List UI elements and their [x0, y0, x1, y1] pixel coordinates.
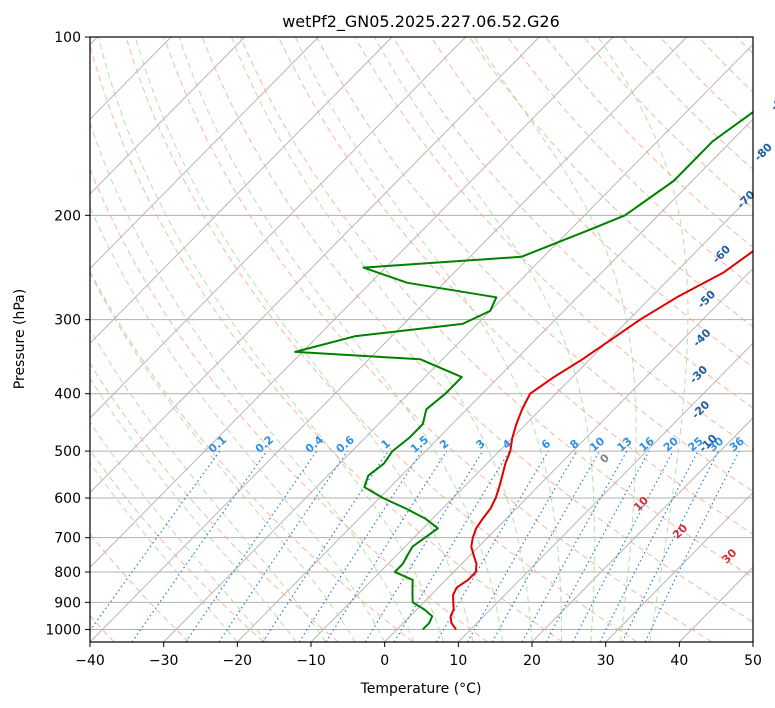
moist-adiabat	[90, 272, 356, 642]
moist-adiabat	[90, 121, 415, 642]
x-tick-label: 0	[380, 653, 389, 669]
y-tick-label: 600	[54, 491, 81, 507]
moist-adiabat	[90, 377, 297, 642]
plot-frame	[89, 36, 754, 643]
x-tick-label: −30	[149, 653, 179, 669]
series-lines	[294, 110, 753, 631]
mixing-ratio-line	[545, 450, 650, 642]
dry-adiabat	[163, 37, 712, 642]
dry-adiabat	[278, 37, 753, 535]
x-tick-label: −20	[223, 653, 253, 669]
dry-adiabat	[392, 37, 753, 409]
mixing-ratio-line	[185, 450, 318, 642]
isotherm-line	[90, 37, 467, 419]
y-axis: 1000 900 800 700 600 500 400 300 200 100	[45, 30, 90, 638]
dry-adiabat	[506, 37, 753, 288]
background-lines	[90, 37, 753, 642]
y-tick-label: 1000	[45, 622, 81, 638]
moist-adiabat	[230, 37, 533, 642]
dry-adiabat	[468, 37, 753, 328]
dry-adiabat	[90, 449, 264, 642]
moist-adiabat	[90, 205, 386, 642]
y-tick-label: 500	[54, 444, 81, 460]
mixing-ratio-line	[644, 450, 740, 642]
temperature-profile-line	[449, 249, 753, 630]
mixing-ratio-line	[325, 450, 448, 642]
isotherm-line	[605, 491, 753, 642]
chart-title: wetPf2_GN05.2025.227.06.52.G26	[282, 12, 560, 32]
y-axis-label: Pressure (hPa)	[12, 289, 28, 389]
y-tick-label: 200	[54, 208, 81, 224]
y-tick-label: 700	[54, 531, 81, 547]
isotherm-line	[752, 641, 753, 642]
dewpoint-profile-line	[294, 110, 753, 631]
moist-adiabat	[97, 37, 445, 642]
y-tick-label: 800	[54, 565, 81, 581]
y-tick-label: 300	[54, 313, 81, 329]
isotherm-line	[384, 267, 753, 642]
thetae-label: -90	[768, 90, 775, 113]
moist-adiabat	[597, 37, 689, 642]
plot-background	[90, 37, 753, 642]
dry-adiabat	[354, 37, 753, 451]
mixing-ratio-line	[262, 450, 389, 642]
x-tick-label: 30	[597, 653, 615, 669]
moist-adiabat	[90, 328, 327, 642]
y-tick-label: 900	[54, 595, 81, 611]
isotherm-line	[90, 37, 246, 195]
moist-adiabat	[178, 37, 503, 642]
x-tick-label: 40	[670, 653, 688, 669]
dry-adiabat	[125, 37, 638, 642]
moist-adiabat	[473, 37, 637, 642]
x-axis: −40 −30 −20 −10 0 10 20 30 40 50	[75, 642, 762, 669]
isotherm-line	[90, 37, 688, 642]
isotherm-line	[90, 37, 614, 568]
mixing-ratio-line	[393, 450, 510, 642]
moist-adiabat	[90, 462, 238, 642]
moist-adiabat	[90, 421, 268, 642]
mixing-ratio-line	[218, 450, 348, 642]
isotherm-line	[163, 43, 753, 642]
thetae-label: -80	[752, 140, 775, 163]
isotherm-line	[90, 37, 540, 494]
moist-adiabat	[374, 37, 596, 642]
dry-adiabat	[90, 43, 563, 642]
isotherm-line	[237, 118, 753, 642]
isotherm-line	[90, 37, 319, 270]
mixing-ratio-line	[364, 450, 484, 642]
x-axis-label: Temperature (°C)	[360, 681, 482, 697]
x-tick-label: 50	[744, 653, 762, 669]
mixing-ratio-line	[298, 450, 423, 642]
dry-adiabat	[90, 270, 414, 642]
y-tick-label: 100	[54, 30, 81, 46]
mixing-ratio-line	[435, 450, 549, 642]
x-tick-label: −40	[75, 653, 105, 669]
x-tick-label: −10	[296, 653, 326, 669]
isotherm-line	[458, 342, 753, 642]
isotherm-line	[90, 37, 393, 344]
dry-adiabat	[201, 37, 753, 623]
mixing-ratio-line	[131, 450, 268, 642]
moist-adiabat	[134, 37, 474, 642]
dry-adiabat	[316, 37, 753, 493]
moist-adiabat	[294, 37, 562, 642]
x-tick-label: 10	[449, 653, 467, 669]
dry-adiabat	[90, 167, 488, 642]
isotherm-line	[531, 417, 753, 642]
x-tick-label: 20	[523, 653, 541, 669]
y-tick-label: 400	[54, 387, 81, 403]
dry-adiabat	[239, 37, 753, 579]
dry-adiabat	[430, 37, 753, 368]
